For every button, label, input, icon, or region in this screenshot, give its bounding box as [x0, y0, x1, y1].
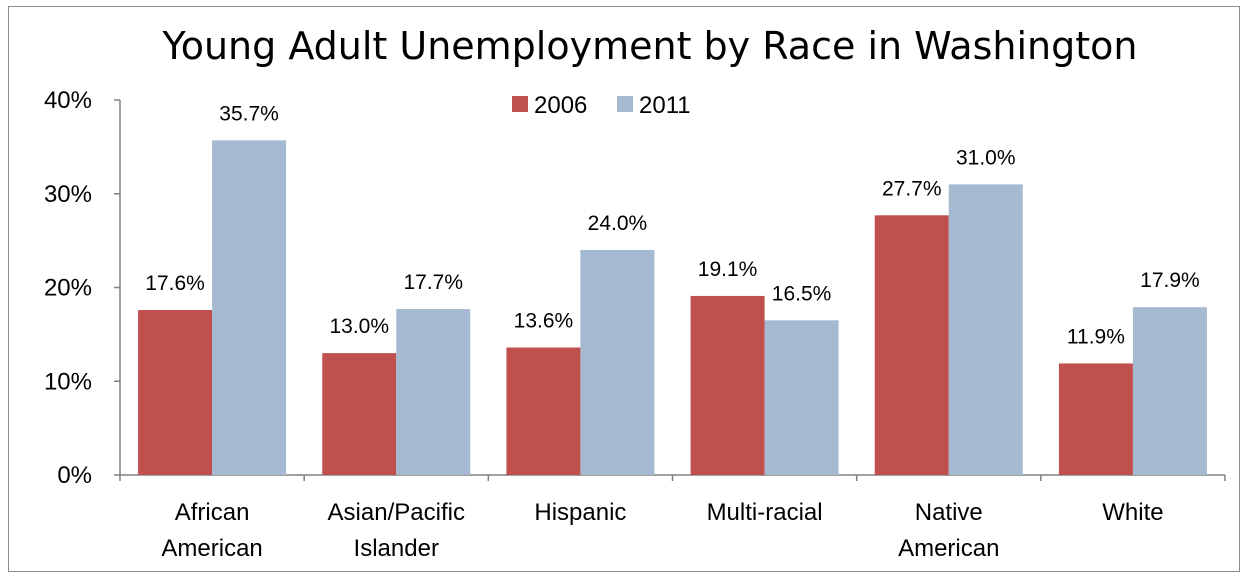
- bar-2011: [948, 184, 1023, 475]
- x-category-label: African: [175, 499, 250, 526]
- bar-2006: [138, 310, 213, 475]
- data-label: 19.1%: [698, 258, 758, 281]
- legend-label: 2011: [639, 92, 691, 119]
- y-tick-label: 40%: [44, 87, 92, 114]
- x-category-label: Asian/Pacific: [328, 499, 465, 526]
- legend-swatch-2006: [512, 96, 528, 112]
- bar-2011: [396, 309, 471, 475]
- data-label: 16.5%: [772, 282, 832, 305]
- bar-2006: [690, 295, 765, 475]
- y-tick-label: 20%: [44, 275, 92, 302]
- x-category-label: Islander: [354, 535, 439, 562]
- x-category-label: Hispanic: [534, 499, 626, 526]
- data-label: 31.0%: [956, 146, 1016, 169]
- x-category-label: Multi-racial: [707, 499, 823, 526]
- chart-title: Young Adult Unemployment by Race in Wash…: [162, 24, 1138, 68]
- x-category-label: White: [1102, 499, 1163, 526]
- data-label: 11.9%: [1067, 325, 1125, 348]
- x-category-label: Native: [915, 499, 983, 526]
- data-label: 17.7%: [403, 271, 463, 294]
- legend-swatch-2011: [617, 96, 633, 112]
- bar-2011: [1132, 307, 1207, 475]
- bar-2006: [1058, 363, 1133, 475]
- bar-2006: [322, 353, 397, 475]
- data-label: 35.7%: [219, 102, 279, 125]
- y-tick-label: 30%: [44, 181, 92, 208]
- y-tick-label: 10%: [44, 368, 92, 395]
- y-tick-label: 0%: [57, 462, 92, 489]
- legend-label: 2006: [534, 92, 587, 119]
- bar-2011: [764, 320, 839, 475]
- bar-2011: [580, 250, 655, 475]
- data-label: 17.9%: [1140, 269, 1200, 292]
- data-label: 27.7%: [882, 177, 942, 200]
- data-label: 24.0%: [588, 212, 648, 235]
- bar-2011: [212, 140, 287, 475]
- bar-2006: [874, 215, 949, 475]
- data-label: 13.6%: [514, 310, 574, 333]
- x-category-label: American: [161, 535, 262, 562]
- data-label: 13.0%: [329, 315, 389, 338]
- data-label: 17.6%: [145, 272, 205, 295]
- bar-2006: [506, 347, 581, 475]
- x-category-label: American: [898, 535, 999, 562]
